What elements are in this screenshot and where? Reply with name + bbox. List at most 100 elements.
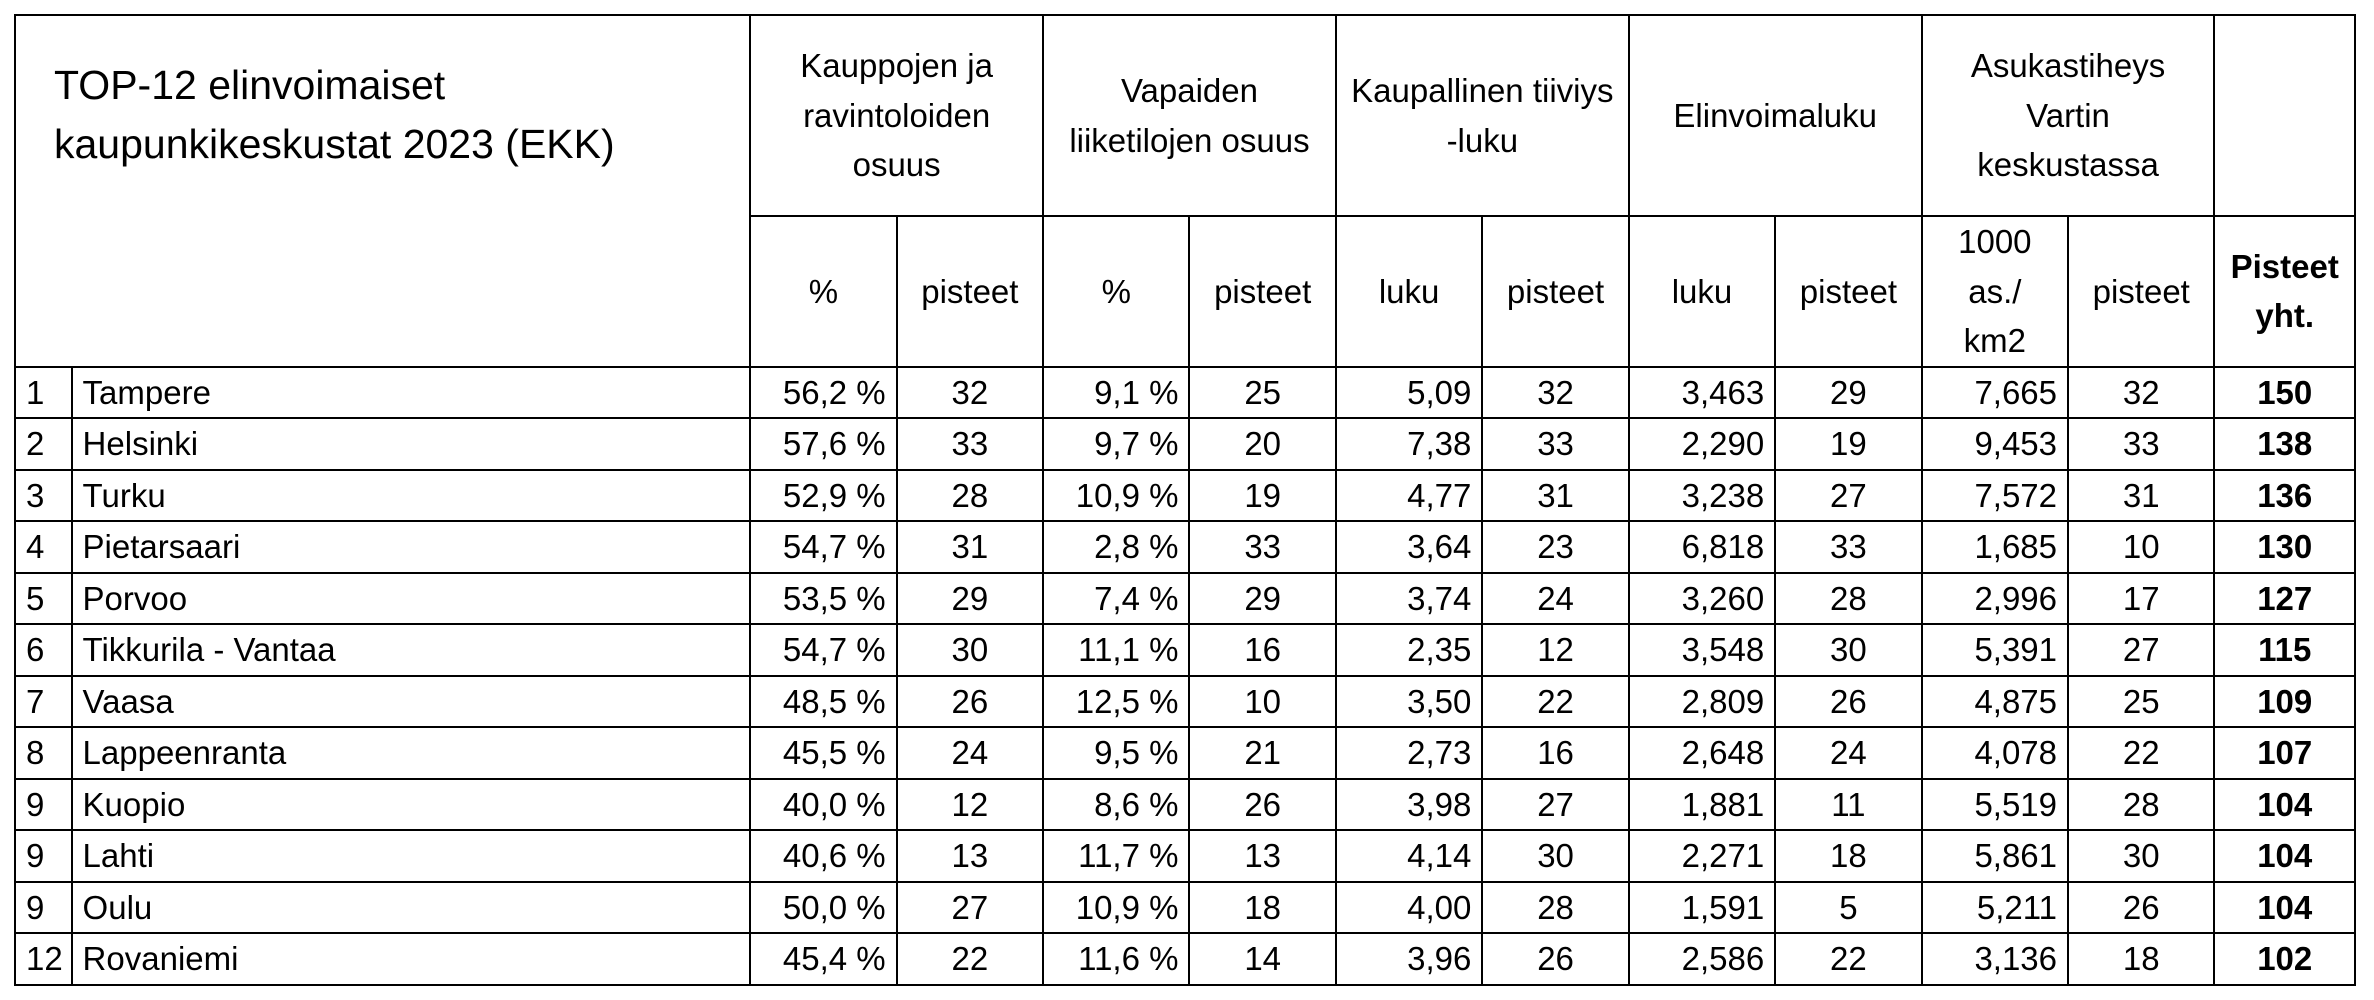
- vacant-points-cell: 14: [1188, 932, 1337, 986]
- population-points-cell: 10: [2067, 520, 2216, 574]
- vacant-points-cell: 10: [1188, 674, 1337, 728]
- vacant-pct-cell: 11,7 %: [1042, 829, 1191, 883]
- subheader: %: [1042, 215, 1191, 368]
- shops-points-cell: 22: [895, 932, 1045, 986]
- rank-cell: 9: [14, 777, 73, 831]
- rank-cell: 5: [14, 571, 73, 625]
- population-density-cell: 4,875: [1920, 674, 2070, 728]
- population-points-cell: 18: [2067, 932, 2216, 986]
- total-points-cell: 127: [2213, 571, 2356, 625]
- total-points-cell: 150: [2213, 365, 2356, 419]
- density-value-cell: 5,09: [1334, 365, 1484, 419]
- vitality-points-cell: 19: [1774, 417, 1923, 471]
- rank-cell: 2: [14, 417, 73, 471]
- rank-cell: 9: [14, 880, 73, 934]
- subheader: 1000 as./ km2: [1920, 215, 2070, 368]
- shops-pct-cell: 40,0 %: [749, 777, 898, 831]
- vacant-pct-cell: 10,9 %: [1042, 468, 1191, 522]
- population-density-cell: 5,861: [1920, 829, 2070, 883]
- ranking-table: TOP-12 elinvoimaiset kaupunkikeskustat 2…: [13, 14, 2356, 986]
- rank-cell: 1: [14, 365, 73, 419]
- vacant-pct-cell: 10,9 %: [1042, 880, 1191, 934]
- rank-cell: 4: [14, 520, 73, 574]
- table-row: 7 Vaasa 48,5 % 26 12,5 % 10 3,50 22 2,809 26 4,875…: [14, 674, 2356, 728]
- population-points-cell: 27: [2067, 623, 2216, 677]
- total-points-cell: 130: [2213, 520, 2356, 574]
- table-row: 1 Tampere 56,2 % 32 9,1 % 25 5,09 32 3,463 29 7,66…: [14, 365, 2356, 419]
- table-row: 9 Oulu 50,0 % 27 10,9 % 18 4,00 28 1,591 5 5,211 26…: [14, 880, 2356, 934]
- density-points-cell: 24: [1481, 571, 1630, 625]
- table-row: 12 Rovaniemi 45,4 % 22 11,6 % 14 3,96 26 2,586 22…: [14, 932, 2356, 986]
- table-title: TOP-12 elinvoimaiset kaupunkikeskustat 2…: [13, 14, 752, 368]
- shops-pct-cell: 57,6 %: [749, 417, 898, 471]
- density-value-cell: 4,14: [1334, 829, 1484, 883]
- vitality-points-cell: 28: [1774, 571, 1923, 625]
- vacant-pct-cell: 9,5 %: [1042, 726, 1191, 780]
- city-cell: Tampere: [70, 365, 752, 419]
- table-row: 9 Kuopio 40,0 % 12 8,6 % 26 3,98 27 1,881 11 5,519…: [14, 777, 2356, 831]
- population-points-cell: 32: [2067, 365, 2216, 419]
- population-density-cell: 5,211: [1920, 880, 2070, 934]
- vitality-points-cell: 5: [1774, 880, 1923, 934]
- city-cell: Lappeenranta: [70, 726, 752, 780]
- table-row: 8 Lappeenranta 45,5 % 24 9,5 % 21 2,73 16 2,648 2…: [14, 726, 2356, 780]
- vitality-value-cell: 2,648: [1627, 726, 1777, 780]
- density-points-cell: 31: [1481, 468, 1630, 522]
- vacant-pct-cell: 2,8 %: [1042, 520, 1191, 574]
- population-points-cell: 30: [2067, 829, 2216, 883]
- total-points-cell: 104: [2213, 880, 2356, 934]
- vitality-points-cell: 24: [1774, 726, 1923, 780]
- vacant-points-cell: 25: [1188, 365, 1337, 419]
- subheader: luku: [1627, 215, 1777, 368]
- city-cell: Porvoo: [70, 571, 752, 625]
- vitality-value-cell: 2,586: [1627, 932, 1777, 986]
- density-value-cell: 3,50: [1334, 674, 1484, 728]
- vitality-points-cell: 11: [1774, 777, 1923, 831]
- population-points-cell: 17: [2067, 571, 2216, 625]
- vacant-pct-cell: 11,1 %: [1042, 623, 1191, 677]
- shops-points-cell: 12: [895, 777, 1045, 831]
- shops-points-cell: 33: [895, 417, 1045, 471]
- density-points-cell: 33: [1481, 417, 1630, 471]
- subheader: pisteet: [2067, 215, 2216, 368]
- vitality-points-cell: 29: [1774, 365, 1923, 419]
- city-cell: Helsinki: [70, 417, 752, 471]
- subheader: luku: [1334, 215, 1484, 368]
- density-points-cell: 22: [1481, 674, 1630, 728]
- vitality-value-cell: 2,271: [1627, 829, 1777, 883]
- total-points-cell: 104: [2213, 829, 2356, 883]
- population-points-cell: 26: [2067, 880, 2216, 934]
- vacant-pct-cell: 8,6 %: [1042, 777, 1191, 831]
- density-points-cell: 12: [1481, 623, 1630, 677]
- vitality-value-cell: 2,809: [1627, 674, 1777, 728]
- shops-pct-cell: 52,9 %: [749, 468, 898, 522]
- density-value-cell: 7,38: [1334, 417, 1484, 471]
- table-row: 9 Lahti 40,6 % 13 11,7 % 13 4,14 30 2,271 18 5,861…: [14, 829, 2356, 883]
- group-header: Vapaiden liiketilojen osuus: [1042, 14, 1337, 217]
- table-row: 2 Helsinki 57,6 % 33 9,7 % 20 7,38 33 2,290 19 9,4…: [14, 417, 2356, 471]
- shops-points-cell: 32: [895, 365, 1045, 419]
- rank-cell: 9: [14, 829, 73, 883]
- density-points-cell: 27: [1481, 777, 1630, 831]
- density-value-cell: 2,73: [1334, 726, 1484, 780]
- table-body: 1 Tampere 56,2 % 32 9,1 % 25 5,09 32 3,463 29 7,66…: [14, 365, 2356, 986]
- vitality-value-cell: 3,548: [1627, 623, 1777, 677]
- population-points-cell: 22: [2067, 726, 2216, 780]
- vitality-points-cell: 30: [1774, 623, 1923, 677]
- subheader: pisteet: [895, 215, 1045, 368]
- vacant-points-cell: 21: [1188, 726, 1337, 780]
- city-cell: Vaasa: [70, 674, 752, 728]
- shops-points-cell: 30: [895, 623, 1045, 677]
- population-density-cell: 5,391: [1920, 623, 2070, 677]
- population-points-cell: 33: [2067, 417, 2216, 471]
- subheader: pisteet: [1188, 215, 1337, 368]
- city-cell: Pietarsaari: [70, 520, 752, 574]
- rank-cell: 3: [14, 468, 73, 522]
- shops-pct-cell: 45,4 %: [749, 932, 898, 986]
- shops-points-cell: 24: [895, 726, 1045, 780]
- vacant-pct-cell: 7,4 %: [1042, 571, 1191, 625]
- city-cell: Rovaniemi: [70, 932, 752, 986]
- vitality-points-cell: 18: [1774, 829, 1923, 883]
- subheader: pisteet: [1774, 215, 1923, 368]
- population-density-cell: 4,078: [1920, 726, 2070, 780]
